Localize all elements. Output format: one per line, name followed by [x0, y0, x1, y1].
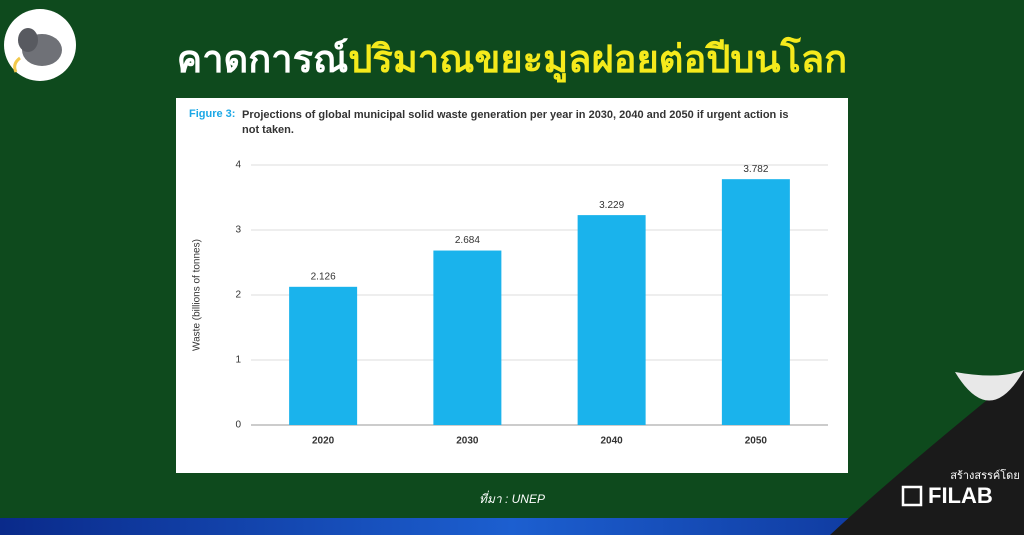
x-tick-label: 2040	[601, 436, 624, 447]
value-label: 2.684	[455, 235, 480, 246]
bottom-strip	[0, 518, 1024, 535]
y-tick-label: 0	[235, 420, 241, 431]
y-tick-label: 3	[235, 225, 241, 236]
y-axis-label: Waste (billions of tonnes)	[192, 239, 203, 351]
bar	[577, 215, 646, 425]
x-tick-label: 2050	[745, 436, 768, 447]
y-tick-label: 2	[235, 290, 241, 301]
logo-ear	[18, 28, 38, 52]
slide-title: คาดการณ์ปริมาณขยะมูลฝอยต่อปีบนโลก	[177, 36, 847, 83]
x-tick-label: 2030	[456, 436, 479, 447]
title-yellow: ปริมาณขยะมูลฝอยต่อปีบนโลก	[348, 36, 847, 83]
y-tick-label: 1	[235, 355, 241, 366]
y-tick-label: 4	[235, 160, 241, 171]
bar	[721, 179, 790, 425]
credit: สร้างสรรค์โดย	[950, 468, 1020, 482]
value-label: 3.782	[743, 164, 768, 175]
page-curl-dark	[830, 370, 1024, 535]
bar	[289, 286, 358, 425]
figure-label: Figure 3:	[189, 108, 236, 120]
bar	[433, 250, 502, 425]
page-curl	[955, 370, 1024, 401]
plot: 0 1 2 3 4 2020 2.126 2030 2.684 2040 3.229 2050 3.78…	[235, 160, 828, 447]
logo-tusk	[13, 56, 21, 73]
brand-icon	[901, 485, 923, 507]
chart-title: Projections of global municipal solid wa…	[242, 109, 789, 136]
source: ที่มา : UNEP	[479, 490, 545, 506]
value-label: 2.126	[311, 271, 336, 282]
x-tick-label: 2020	[312, 436, 335, 447]
brand: FILAB	[928, 483, 993, 508]
title-white: คาดการณ์	[177, 38, 348, 81]
value-label: 3.229	[599, 200, 624, 211]
